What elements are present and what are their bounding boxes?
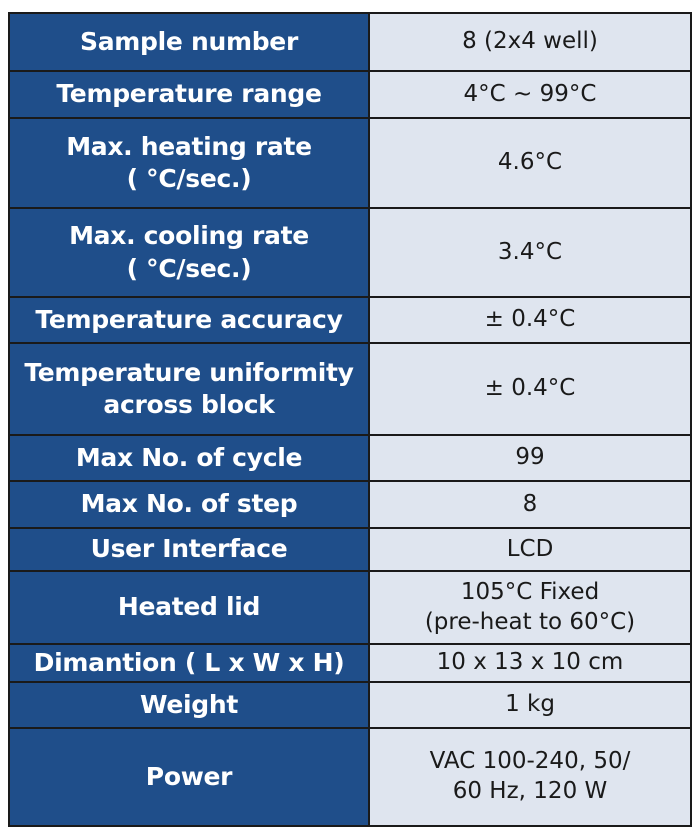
spec-value: 4.6°C [368, 117, 692, 209]
spec-value: ± 0.4°C [368, 342, 692, 436]
spec-table: Sample number 8 (2x4 well) Temperature ran… [8, 12, 692, 827]
spec-row: Power VAC 100-240, 50/ 60 Hz, 120 W [8, 727, 692, 827]
spec-label: User Interface [8, 527, 370, 572]
spec-value: 3.4°C [368, 207, 692, 298]
spec-label: Sample number [8, 12, 370, 72]
spec-label: Dimantion ( L x W x H) [8, 643, 370, 683]
spec-value: 1 kg [368, 681, 692, 729]
spec-label: Temperature range [8, 70, 370, 119]
spec-value: 8 (2x4 well) [368, 12, 692, 72]
spec-row: Max. cooling rate ( °C/sec.) 3.4°C [8, 207, 692, 298]
spec-row: Heated lid 105°C Fixed (pre-heat to 60°C) [8, 570, 692, 645]
spec-value: 99 [368, 434, 692, 482]
spec-label: Heated lid [8, 570, 370, 645]
spec-value: ± 0.4°C [368, 296, 692, 344]
spec-value: VAC 100-240, 50/ 60 Hz, 120 W [368, 727, 692, 827]
spec-row: Max. heating rate ( °C/sec.) 4.6°C [8, 117, 692, 209]
spec-label: Max No. of cycle [8, 434, 370, 482]
spec-label: Weight [8, 681, 370, 729]
spec-label: Temperature accuracy [8, 296, 370, 344]
spec-label: Max. heating rate ( °C/sec.) [8, 117, 370, 209]
spec-value: 8 [368, 480, 692, 529]
spec-label: Max No. of step [8, 480, 370, 529]
spec-value: 4°C ~ 99°C [368, 70, 692, 119]
spec-row: Temperature accuracy ± 0.4°C [8, 296, 692, 344]
spec-row: Temperature uniformity across block ± 0.4… [8, 342, 692, 436]
spec-value: 10 x 13 x 10 cm [368, 643, 692, 683]
spec-row: Dimantion ( L x W x H) 10 x 13 x 10 cm [8, 643, 692, 683]
spec-value: 105°C Fixed (pre-heat to 60°C) [368, 570, 692, 645]
spec-row: Sample number 8 (2x4 well) [8, 12, 692, 72]
spec-label: Temperature uniformity across block [8, 342, 370, 436]
spec-row: Temperature range 4°C ~ 99°C [8, 70, 692, 119]
spec-label: Max. cooling rate ( °C/sec.) [8, 207, 370, 298]
spec-row: Max No. of cycle 99 [8, 434, 692, 482]
spec-row: User Interface LCD [8, 527, 692, 572]
spec-value: LCD [368, 527, 692, 572]
spec-label: Power [8, 727, 370, 827]
spec-row: Weight 1 kg [8, 681, 692, 729]
spec-row: Max No. of step 8 [8, 480, 692, 529]
